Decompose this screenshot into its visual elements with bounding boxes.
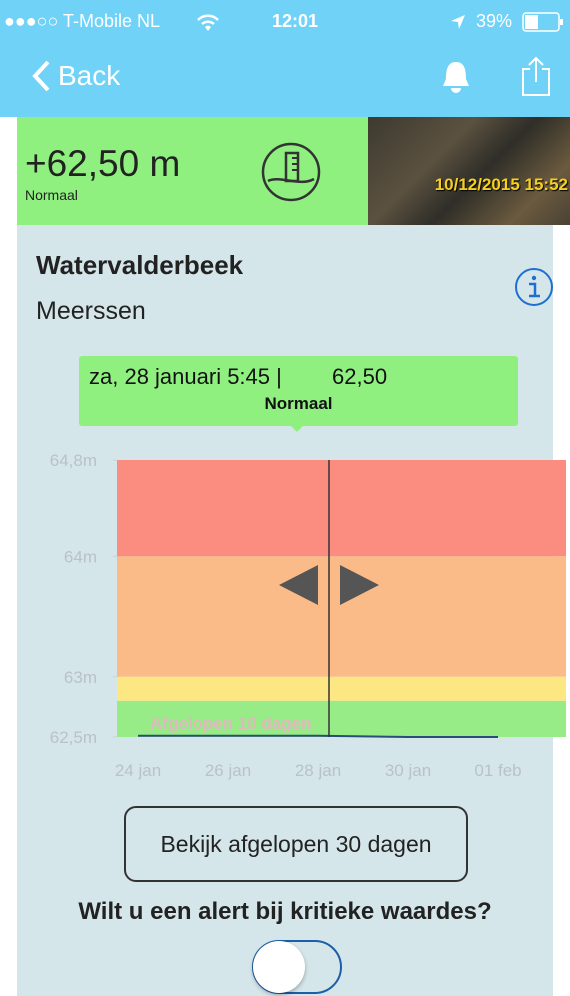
x-tick-label: 24 jan [115,761,161,780]
share-button[interactable] [520,55,552,97]
wifi-icon [196,12,220,32]
info-button[interactable] [514,267,554,307]
back-chevron [30,59,52,93]
photo-timestamp: 10/12/2015 15:52 [435,175,568,195]
level-chart: 64,8m 64m 63m 62,5m 24 jan 26 jan 28 jan 30 jan… [0,440,570,790]
back-label: Back [58,60,120,92]
level-summary: +62,50 m Normaal [17,117,368,225]
bell-button[interactable] [440,59,472,95]
camera-photo: 10/12/2015 15:52 [368,117,570,225]
y-tick-label: 64m [64,547,97,566]
nav-bar: Back [0,45,570,117]
x-tick-label: 26 jan [205,761,251,780]
chart-tooltip: za, 28 januari 5:45 | 62,50 Normaal [79,356,518,426]
period-label: Afgelopen 10 dagen [150,714,312,733]
battery-icon [522,12,566,32]
location-icon [450,14,466,30]
y-tick-label: 63m [64,668,97,687]
history-button[interactable]: Bekijk afgelopen 30 dagen [124,806,468,882]
level-zone [117,460,566,556]
level-zone [117,677,566,701]
clock: 12:01 [272,11,318,32]
carrier: ●●●○○ T-Mobile NL [4,11,160,32]
tooltip-pointer [289,424,305,432]
x-tick-label: 01 feb [474,761,521,780]
station-place: Meerssen [36,297,146,326]
tooltip-status: Normaal [79,394,518,414]
tooltip-date: za, 28 januari 5:45 | [89,364,282,390]
back-button[interactable]: Back [30,59,120,93]
current-level: +62,50 m [25,143,180,185]
y-tick-label: 62,5m [50,728,97,747]
x-tick-label: 28 jan [295,761,341,780]
tooltip-value: 62,50 [332,364,387,390]
level-status: Normaal [25,187,78,203]
status-bar: ●●●○○ T-Mobile NL 12:01 39% [0,0,570,45]
gauge-icon [260,141,322,203]
app-screen: ●●●○○ T-Mobile NL 12:01 39% Back +62,5 [0,0,570,996]
battery-percent: 39% [476,11,512,32]
x-tick-label: 30 jan [385,761,431,780]
station-name: Watervalderbeek [36,250,243,281]
alert-question: Wilt u een alert bij kritieke waardes? [0,898,570,926]
y-tick-label: 64,8m [50,451,97,470]
toggle-knob [253,941,305,993]
